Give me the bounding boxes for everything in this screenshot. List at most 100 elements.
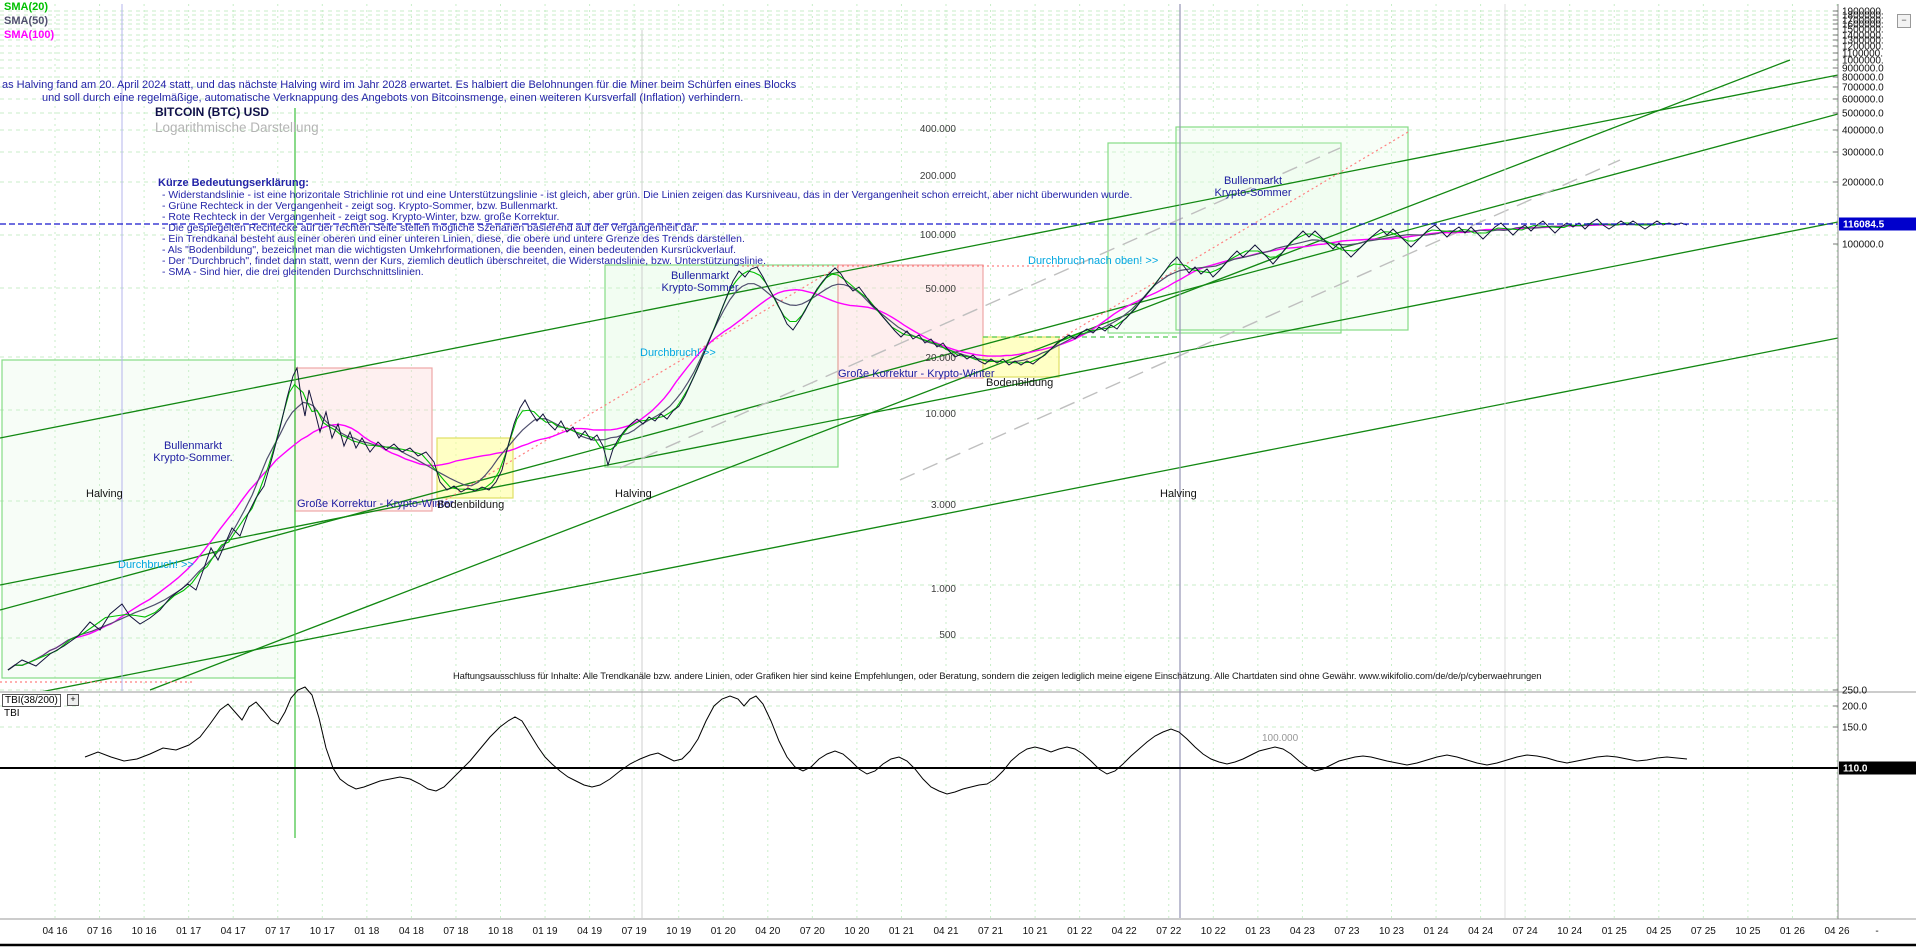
breakout-label-3: Durchbruch nach oben! >> [1028, 255, 1158, 267]
x-axis-label: 04 26 [1824, 926, 1849, 937]
x-axis-label: 04 18 [399, 926, 424, 937]
explanation-line: - Rote Rechteck in der Vergangenheit - z… [162, 212, 560, 223]
price-axis-label: 1100000. [1842, 49, 1883, 60]
price-axis-label: 900000.0 [1842, 64, 1884, 75]
x-axis-label: 04 20 [755, 926, 780, 937]
x-axis-label: 10 22 [1201, 926, 1226, 937]
explanation-line: - Widerstandslinie - ist eine horizontal… [162, 190, 1133, 201]
explanation-line: - SMA - Sind hier, die drei gleitenden D… [162, 267, 424, 278]
tbi-line [84, 686, 1688, 795]
mid-axis-label: 200.000 [920, 171, 957, 182]
x-axis-label: 01 25 [1602, 926, 1627, 937]
x-axis-label: 07 23 [1334, 926, 1359, 937]
current-price-value: 116084.5 [1843, 220, 1885, 231]
mid-axis-label: 400.000 [920, 124, 957, 135]
expand-plus-icon[interactable]: + [67, 694, 79, 706]
mid-axis-label: 1.000 [931, 584, 956, 595]
price-axis-label: 1500000. [1842, 25, 1884, 36]
x-axis-label: 01 17 [176, 926, 201, 937]
trend-line [0, 221, 1838, 586]
halving-note-line2: und soll durch eine regelmäßige, automat… [42, 92, 744, 104]
tbi-current-value: 110.0 [1843, 764, 1868, 775]
halving-label-2: Halving [615, 488, 652, 500]
x-axis-label: 10 18 [488, 926, 513, 937]
price-axis-label: 1000000. [1842, 56, 1884, 67]
x-axis-label: 07 17 [265, 926, 290, 937]
current-price-badge [1839, 217, 1916, 231]
tbi-current-badge [1839, 761, 1916, 775]
sma100-line [7, 223, 1625, 671]
x-axis-label: 07 19 [622, 926, 647, 937]
x-axis-label: 04 24 [1468, 926, 1493, 937]
tbi-axis-label: 200.0 [1842, 702, 1867, 713]
explanation-line: - Als "Bodenbildung", bezeichnet man die… [162, 245, 737, 256]
tbi-axis-label: 150.0 [1842, 723, 1867, 734]
price-axis-label: 1400000. [1842, 31, 1884, 42]
price-axis-label: 1700000. [1842, 16, 1884, 27]
trend-line [0, 113, 1838, 611]
sma20-line [7, 222, 1678, 671]
breakout-label-2: Durchbruch! >> [640, 347, 716, 359]
legend-sma100: SMA(100) [4, 29, 55, 41]
x-axis-label: 01 19 [533, 926, 558, 937]
bull-zone-2 [604, 264, 839, 468]
x-axis-label: 01 18 [354, 926, 379, 937]
price-axis-label: 1900000. [1842, 7, 1884, 18]
mid-axis-label: 10.000 [925, 409, 956, 420]
projection-line [899, 159, 1621, 481]
explanation-line: - Die gespiegelten Rechtecke auf der rec… [162, 223, 699, 234]
explanation-line: - Grüne Rechteck in der Vergangenheit - … [162, 201, 559, 212]
price-axis-label: 300000.0 [1842, 148, 1884, 159]
x-axis-label: 07 22 [1156, 926, 1181, 937]
x-axis-label: 01 22 [1067, 926, 1092, 937]
x-axis-label: 01 26 [1780, 926, 1805, 937]
winter-zone-2 [837, 264, 984, 379]
bull-zone-1 [1, 359, 296, 679]
x-axis-label: 04 25 [1646, 926, 1671, 937]
x-axis-label: 10 19 [666, 926, 691, 937]
trend-line [149, 59, 1791, 691]
tbi-label: TBI [4, 708, 20, 719]
halving-label-1: Halving [86, 488, 123, 500]
x-axis-label: 10 17 [310, 926, 335, 937]
bottom-label-2: Bodenbildung [986, 377, 1053, 389]
x-axis-label: 10 23 [1379, 926, 1404, 937]
price-axis-label: 1600000. [1842, 20, 1884, 31]
x-axis-label: 10 21 [1023, 926, 1048, 937]
x-axis-label: 04 22 [1112, 926, 1137, 937]
tbi-indicator-label[interactable]: TBI(38/200) [2, 694, 61, 707]
x-axis-label: 07 21 [978, 926, 1003, 937]
mid-axis-label: 3.000 [931, 500, 956, 511]
price-axis-label: 1800000. [1842, 11, 1884, 22]
price-line [7, 218, 1688, 671]
price-axis-label: 200000.0 [1842, 178, 1884, 189]
legend-sma20: SMA(20) [4, 1, 49, 13]
x-axis-label: 10 24 [1557, 926, 1582, 937]
x-axis-label: 04 23 [1290, 926, 1315, 937]
halving-label-3: Halving [1160, 488, 1197, 500]
x-axis-label: 07 18 [443, 926, 468, 937]
trend-line [42, 337, 1838, 691]
x-axis-label: 01 20 [711, 926, 736, 937]
price-axis-label: 1200000. [1842, 42, 1884, 53]
x-axis-label: 07 20 [800, 926, 825, 937]
bullmarket-label-1: Bullenmarkt Krypto-Sommer. [153, 440, 232, 464]
ghost-price-label: 100.000 [1262, 733, 1299, 744]
bull-scenario-zone-2 [1175, 126, 1409, 331]
bottom-zone-2 [982, 336, 1060, 378]
mid-axis-label: 50.000 [925, 284, 956, 295]
x-axis-label: 01 21 [889, 926, 914, 937]
explanation-heading: Kürze Bedeutungserklärung: [158, 177, 309, 189]
price-axis-label: 1300000. [1842, 36, 1884, 47]
mid-axis-label: 500 [939, 630, 956, 641]
minimize-button[interactable]: − [1897, 14, 1911, 28]
bullmarket-label-3: Bullenmarkt Krypto-Sommer [1214, 175, 1291, 199]
x-axis-label: 10 25 [1735, 926, 1760, 937]
x-axis-label: 07 16 [87, 926, 112, 937]
legend-sma50: SMA(50) [4, 15, 49, 27]
disclaimer-text: Haftungsausschluss für Inhalte: Alle Tre… [453, 670, 1542, 681]
x-axis-label: 04 19 [577, 926, 602, 937]
projection-line [619, 147, 1341, 469]
mid-axis-label: 20.000 [925, 353, 956, 364]
